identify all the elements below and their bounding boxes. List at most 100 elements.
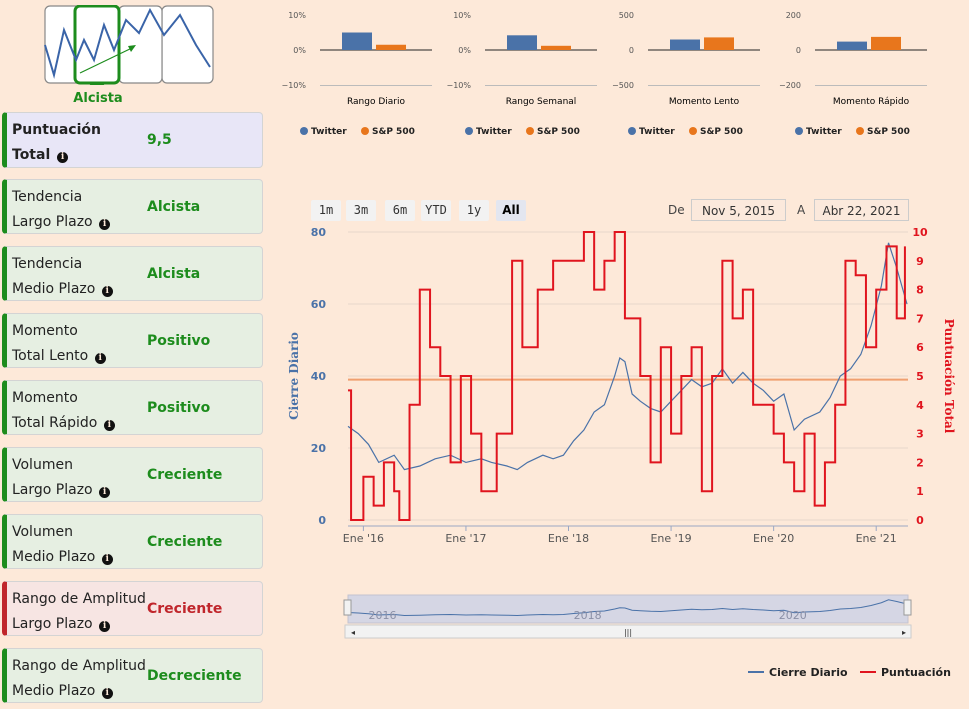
left-tick-label: 60: [311, 298, 327, 311]
card-value: Creciente: [147, 533, 223, 550]
right-tick-label: 6: [916, 341, 924, 354]
legend-item-puntuaci-n: Puntuación: [881, 666, 951, 679]
main-chart: 0 20 40 60 80 0 1 2 3 4 5 6 7 8 9 10 Cierre Diario Puntua…: [287, 226, 956, 679]
card-label: Rango de Amplitud Medio Plazo i: [12, 654, 152, 704]
range-button-1y[interactable]: 1y: [459, 200, 489, 221]
left-tick-label: 80: [311, 226, 327, 239]
card-label-top: Momento: [12, 390, 78, 406]
bar-twitter: [342, 32, 372, 50]
card-momento-total-lento: Momento Total Lento i Positivo: [2, 313, 263, 368]
range-button-6m[interactable]: 6m: [385, 200, 415, 221]
card-label-bottom: Largo Plazo: [12, 214, 93, 230]
bar-twitter: [670, 39, 700, 50]
card-label: Puntuación Total i: [12, 118, 152, 168]
card-value: Creciente: [147, 466, 223, 483]
legend-item-twitter: Twitter: [639, 127, 675, 137]
left-tick-label: 0: [318, 514, 326, 527]
from-date-input[interactable]: Nov 5, 2015: [691, 199, 786, 221]
bar-s-p-500: [871, 36, 901, 50]
card-label-bottom: Medio Plazo: [12, 549, 96, 565]
right-tick-label: 3: [916, 428, 924, 441]
card-label-bottom: Medio Plazo: [12, 683, 96, 699]
card-label-top: Puntuación: [12, 122, 101, 138]
info-icon[interactable]: i: [103, 420, 115, 431]
info-icon[interactable]: i: [99, 621, 111, 632]
from-label: De: [668, 203, 685, 217]
info-icon[interactable]: i: [101, 688, 113, 699]
card-label-bottom: Largo Plazo: [12, 616, 93, 632]
to-label: A: [797, 203, 806, 217]
right-axis-title: Puntuación Total: [942, 319, 956, 434]
range-button-all[interactable]: All: [496, 200, 526, 221]
tick-label: 0: [629, 46, 634, 55]
x-tick-label: Ene '16: [343, 532, 384, 545]
tick-label: 10%: [453, 11, 471, 20]
card-label-top: Tendencia: [12, 256, 83, 272]
legend-dot: [361, 127, 369, 135]
right-tick-label: 10: [912, 226, 928, 239]
card-label-bottom: Total Rápido: [12, 415, 98, 431]
mini-chart-rango-semanal: 10% 0% −10% Rango Semanal Twitter S&P 500: [447, 11, 597, 137]
info-icon[interactable]: i: [99, 487, 111, 498]
card-label-top: Tendencia: [12, 189, 83, 205]
card-label: Tendencia Medio Plazo i: [12, 252, 152, 302]
bar-twitter: [837, 41, 867, 50]
mini-bar-charts: 10% 0% −10% Rango Diario Twitter S&P 500 10% 0%…: [282, 11, 927, 137]
right-tick-label: 8: [916, 284, 924, 297]
tick-label: −200: [779, 81, 801, 90]
x-tick-label: Ene '21: [856, 532, 897, 545]
card-label: Momento Total Rápido i: [12, 386, 152, 436]
card-label-bottom: Total: [12, 147, 51, 163]
card-label: Rango de Amplitud Largo Plazo i: [12, 587, 152, 637]
mini-chart-title: Momento Rápido: [833, 97, 910, 107]
series-puntuaci-n: [348, 231, 906, 521]
range-button-ytd[interactable]: YTD: [421, 200, 451, 221]
bar-s-p-500: [376, 44, 406, 50]
card-label: Momento Total Lento i: [12, 319, 152, 369]
navigator-series: [347, 599, 908, 617]
info-icon[interactable]: i: [101, 286, 113, 297]
card-puntuaci-n-total: Puntuación Total i 9,5: [2, 112, 263, 168]
tick-label: 10%: [288, 11, 306, 20]
card-value: Positivo: [147, 332, 211, 349]
mini-chart-momento-r-pido: 200 0 −200 Momento Rápido Twitter S&P 500: [779, 11, 927, 137]
legend-item-cierre-diario: Cierre Diario: [769, 666, 848, 679]
tick-label: −10%: [282, 81, 307, 90]
info-icon[interactable]: i: [101, 554, 113, 565]
card-label-bottom: Largo Plazo: [12, 482, 93, 498]
bar-twitter: [507, 35, 537, 50]
card-value: Alcista: [147, 265, 201, 282]
info-icon[interactable]: i: [99, 219, 111, 230]
info-icon[interactable]: i: [57, 152, 69, 163]
mini-chart-title: Rango Semanal: [506, 97, 577, 107]
scrollbar: [344, 624, 912, 639]
right-tick-label: 2: [916, 456, 924, 469]
tick-label: 0%: [458, 46, 471, 55]
legend-dot: [526, 127, 534, 135]
scroll-right-icon: ▸: [902, 628, 906, 637]
bar-s-p-500: [541, 45, 571, 50]
range-button-3m[interactable]: 3m: [346, 200, 376, 221]
range-button-1m[interactable]: 1m: [311, 200, 341, 221]
card-rango-de-amplitud-medio-plazo: Rango de Amplitud Medio Plazo i Decrecient…: [2, 648, 263, 703]
legend-item-s-p-500: S&P 500: [867, 127, 910, 137]
right-tick-label: 1: [916, 485, 924, 498]
right-tick-label: 0: [916, 514, 924, 527]
scroll-left-icon: ◂: [351, 628, 355, 637]
bar-s-p-500: [704, 37, 734, 50]
mini-chart-momento-lento: 500 0 −500 Momento Lento Twitter S&P 500: [612, 11, 760, 137]
legend-item-s-p-500: S&P 500: [700, 127, 743, 137]
scroll-grip-icon: |||: [624, 628, 632, 637]
navigator-right-handle: [903, 599, 912, 616]
card-value: Alcista: [147, 198, 201, 215]
right-tick-label: 4: [916, 399, 924, 412]
trend-label: Alcista: [73, 91, 123, 106]
legend-dot: [795, 127, 803, 135]
card-volumen-largo-plazo: Volumen Largo Plazo i Creciente: [2, 447, 263, 502]
tick-label: 0: [796, 46, 801, 55]
legend-dot: [465, 127, 473, 135]
right-tick-label: 9: [916, 255, 924, 268]
info-icon[interactable]: i: [94, 353, 106, 364]
mini-chart-title: Momento Lento: [669, 97, 740, 107]
to-date-input[interactable]: Abr 22, 2021: [814, 199, 909, 221]
